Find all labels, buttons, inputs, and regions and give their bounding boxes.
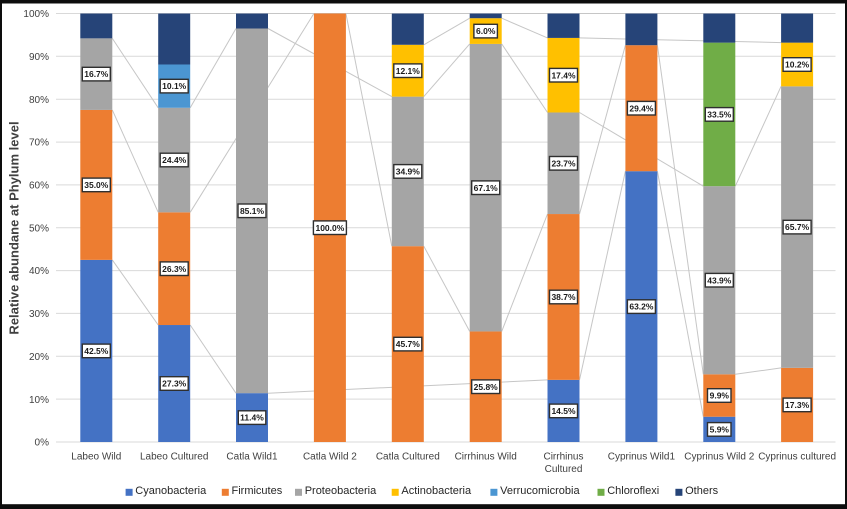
svg-text:20%: 20%	[29, 352, 49, 363]
svg-text:60%: 60%	[29, 181, 49, 192]
svg-text:90%: 90%	[29, 52, 49, 63]
svg-text:40%: 40%	[29, 266, 49, 277]
svg-text:26.3%: 26.3%	[162, 264, 187, 274]
svg-text:24.4%: 24.4%	[162, 155, 187, 165]
svg-text:30%: 30%	[29, 309, 49, 320]
svg-text:Cyprinus cultured: Cyprinus cultured	[758, 451, 836, 462]
svg-text:38.7%: 38.7%	[551, 292, 576, 302]
svg-text:Cyprinus Wild 2: Cyprinus Wild 2	[684, 451, 754, 462]
svg-text:29.4%: 29.4%	[629, 103, 654, 113]
svg-text:10%: 10%	[29, 395, 49, 406]
svg-text:65.7%: 65.7%	[785, 222, 810, 232]
svg-text:10.1%: 10.1%	[162, 81, 187, 91]
svg-text:42.5%: 42.5%	[84, 346, 109, 356]
svg-text:10.2%: 10.2%	[785, 60, 810, 70]
svg-text:25.8%: 25.8%	[474, 382, 499, 392]
svg-text:12.1%: 12.1%	[396, 66, 421, 76]
svg-text:70%: 70%	[29, 138, 49, 149]
svg-text:11.4%: 11.4%	[240, 413, 264, 423]
svg-text:100.0%: 100.0%	[315, 223, 344, 233]
svg-text:Labeo Cultured: Labeo Cultured	[140, 451, 208, 462]
svg-text:35.0%: 35.0%	[84, 180, 109, 190]
svg-text:23.7%: 23.7%	[551, 158, 576, 168]
svg-text:Cirrhinus: Cirrhinus	[543, 451, 583, 462]
svg-text:67.1%: 67.1%	[474, 183, 499, 193]
svg-text:Proteobacteria: Proteobacteria	[305, 485, 377, 497]
svg-text:85.1%: 85.1%	[240, 206, 265, 216]
svg-text:Relative abundane at Phylum le: Relative abundane at Phylum level	[7, 121, 22, 334]
svg-text:Others: Others	[685, 485, 719, 497]
svg-text:Labeo Wild: Labeo Wild	[71, 451, 121, 462]
svg-text:Catla Wild 2: Catla Wild 2	[303, 451, 357, 462]
svg-text:Actinobacteria: Actinobacteria	[401, 485, 472, 497]
svg-text:Chloroflexi: Chloroflexi	[607, 485, 659, 497]
svg-text:0%: 0%	[35, 438, 50, 449]
svg-text:45.7%: 45.7%	[396, 339, 421, 349]
svg-text:Cirrhinus Wild: Cirrhinus Wild	[455, 451, 517, 462]
svg-text:Catla Cultured: Catla Cultured	[376, 451, 440, 462]
svg-text:Cultured: Cultured	[545, 464, 583, 475]
svg-text:14.5%: 14.5%	[551, 406, 576, 416]
svg-text:63.2%: 63.2%	[629, 302, 654, 312]
svg-text:Verrucomicrobia: Verrucomicrobia	[500, 485, 580, 497]
svg-text:100%: 100%	[23, 9, 49, 20]
svg-text:16.7%: 16.7%	[84, 69, 109, 79]
svg-text:43.9%: 43.9%	[707, 275, 732, 285]
svg-text:34.9%: 34.9%	[396, 167, 421, 177]
svg-text:Cyanobacteria: Cyanobacteria	[135, 485, 207, 497]
svg-text:Cyprinus Wild1: Cyprinus Wild1	[608, 451, 676, 462]
svg-text:Firmicutes: Firmicutes	[232, 485, 283, 497]
svg-text:Catla Wild1: Catla Wild1	[226, 451, 278, 462]
svg-text:6.0%: 6.0%	[476, 26, 496, 36]
svg-text:50%: 50%	[29, 223, 49, 234]
svg-text:33.5%: 33.5%	[707, 110, 732, 120]
svg-text:17.3%: 17.3%	[785, 400, 810, 410]
svg-text:5.9%: 5.9%	[710, 425, 730, 435]
svg-text:9.9%: 9.9%	[710, 391, 730, 401]
svg-text:27.3%: 27.3%	[162, 379, 187, 389]
svg-text:80%: 80%	[29, 95, 49, 106]
svg-text:17.4%: 17.4%	[551, 70, 576, 80]
